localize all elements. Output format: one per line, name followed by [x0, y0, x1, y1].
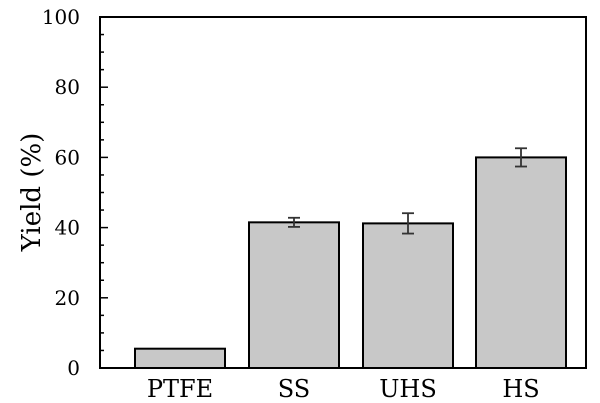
y-tick-label: 0: [67, 356, 80, 380]
bar-hs: [475, 156, 567, 369]
x-tick-label-ptfe: PTFE: [147, 375, 213, 403]
y-tick-label: 40: [55, 216, 80, 240]
plot-area: PTFE SS UHS HS 0 20 40 60 80 100: [42, 5, 587, 403]
bar-ss: [248, 221, 340, 369]
bar-uhs: [362, 222, 454, 369]
y-tick-label: 100: [42, 5, 80, 29]
y-axis-title: Yield (%): [17, 133, 47, 253]
x-tick-label-ss: SS: [278, 375, 310, 403]
x-tick-label-hs: HS: [502, 375, 539, 403]
bar-ptfe: [134, 347, 226, 370]
y-tick-label: 60: [55, 145, 80, 169]
y-tick-label: 80: [55, 75, 80, 99]
x-tick-label-uhs: UHS: [379, 375, 437, 403]
y-tick-label: 20: [55, 286, 80, 310]
